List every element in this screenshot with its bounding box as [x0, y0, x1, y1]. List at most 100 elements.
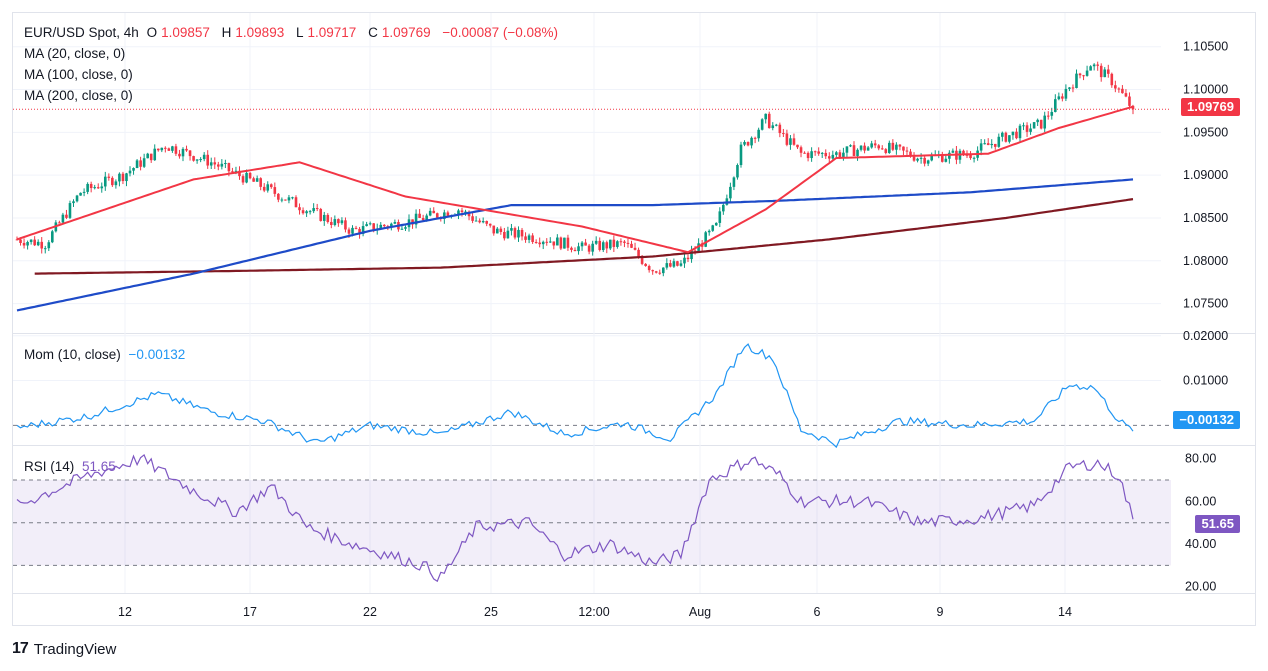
time-tick-label: 22 — [363, 605, 377, 619]
candle-body — [234, 170, 238, 172]
candle-body — [813, 151, 817, 153]
candle-body — [598, 240, 602, 251]
candle-body — [609, 239, 612, 249]
candle-body — [573, 249, 577, 252]
candle-body — [1099, 65, 1103, 78]
candle-body — [919, 157, 923, 159]
candle-body — [1046, 115, 1050, 117]
candle-body — [75, 195, 79, 202]
candle-body — [510, 228, 513, 231]
candle-body — [411, 219, 414, 225]
candle-body — [340, 220, 344, 224]
candle-body — [806, 152, 810, 159]
candle-body — [1029, 128, 1032, 132]
candle-body — [121, 173, 125, 182]
time-tick-label: 12:00 — [578, 605, 609, 619]
candle-body — [227, 163, 231, 172]
candle-body — [294, 197, 298, 208]
ma20-legend[interactable]: MA (20, close, 0) — [24, 46, 126, 61]
candle-body — [1050, 111, 1054, 116]
candle-body — [213, 162, 217, 165]
price-tick-label: 1.07500 — [1183, 297, 1228, 311]
candle-body — [1124, 93, 1128, 97]
candle-body — [845, 146, 849, 153]
candle-body — [1039, 119, 1043, 129]
candle-body — [810, 151, 813, 159]
candle-body — [669, 263, 672, 267]
ma20-line — [16, 105, 1134, 254]
candle-body — [65, 214, 68, 218]
rsi-title: RSI (14) — [24, 459, 75, 474]
open-label: O — [146, 25, 158, 40]
candle-body — [1036, 119, 1039, 123]
rsi-legend[interactable]: RSI (14) 51.65 — [24, 459, 120, 474]
candle-body — [1008, 135, 1011, 142]
candle-body — [393, 222, 397, 224]
candle-body — [619, 241, 623, 243]
candle-body — [524, 236, 527, 240]
candle-body — [319, 208, 323, 221]
candle-body — [287, 197, 291, 201]
mom-tick-label: 0.02000 — [1183, 329, 1228, 343]
candle-body — [382, 224, 386, 227]
candle-body — [835, 152, 838, 155]
ma200-legend[interactable]: MA (200, close, 0) — [24, 88, 133, 103]
candle-body — [842, 152, 845, 157]
brand-name: TradingView — [33, 640, 117, 658]
candle-body — [262, 186, 266, 191]
candle-body — [912, 156, 916, 161]
candle-body — [767, 113, 771, 129]
candle-body — [503, 231, 506, 239]
candle-body — [570, 247, 573, 250]
candle-body — [259, 178, 262, 187]
mom-line — [16, 343, 1134, 449]
candle-body — [594, 240, 598, 244]
candle-body — [799, 147, 803, 153]
candle-body — [460, 210, 464, 213]
candle-body — [736, 165, 739, 178]
candle-body — [425, 215, 428, 221]
candle-body — [990, 143, 994, 146]
ma100-legend[interactable]: MA (100, close, 0) — [24, 67, 133, 82]
candle-body — [556, 237, 559, 246]
candle-body — [541, 241, 545, 245]
candle-body — [471, 216, 474, 221]
candle-body — [859, 145, 863, 150]
candle-body — [778, 124, 782, 134]
symbol-title[interactable]: EUR/USD Spot, 4h — [24, 25, 139, 40]
candle-body — [142, 158, 146, 167]
candle-body — [284, 199, 287, 201]
candle-body — [29, 239, 33, 243]
candle-body — [206, 154, 210, 166]
candle-body — [160, 147, 164, 151]
candle-body — [796, 144, 799, 148]
candle-body — [485, 221, 489, 224]
candle-body — [601, 242, 605, 251]
candle-body — [538, 242, 541, 245]
candle-body — [1075, 73, 1078, 89]
candle-body — [195, 159, 199, 161]
candle-body — [951, 150, 955, 153]
candle-body — [443, 212, 446, 219]
candle-body — [337, 219, 340, 224]
candle-body — [527, 235, 531, 240]
candle-body — [308, 211, 312, 213]
candle-body — [909, 151, 912, 157]
chart-frame: 1.10500 1.10000 1.09500 1.09000 1.08500 1.080… — [12, 12, 1256, 626]
candle-body — [838, 152, 842, 157]
tradingview-footer[interactable]: 17 TradingView — [12, 640, 116, 658]
candle-body — [651, 270, 654, 272]
candle-body — [775, 124, 778, 126]
candle-body — [330, 221, 333, 226]
candle-body — [877, 145, 881, 149]
chart-canvas[interactable]: 1.10500 1.10000 1.09500 1.09000 1.08500 1.080… — [13, 13, 1255, 625]
mom-legend[interactable]: Mom (10, close) −0.00132 — [24, 347, 189, 362]
candle-body — [273, 187, 277, 194]
candle-body — [277, 193, 280, 200]
mom-title: Mom (10, close) — [24, 347, 121, 362]
candle-body — [750, 137, 753, 146]
rsi-tick-label: 60.00 — [1185, 494, 1216, 508]
candle-body — [658, 272, 662, 274]
candle-body — [630, 243, 633, 248]
candle-body — [188, 150, 192, 157]
